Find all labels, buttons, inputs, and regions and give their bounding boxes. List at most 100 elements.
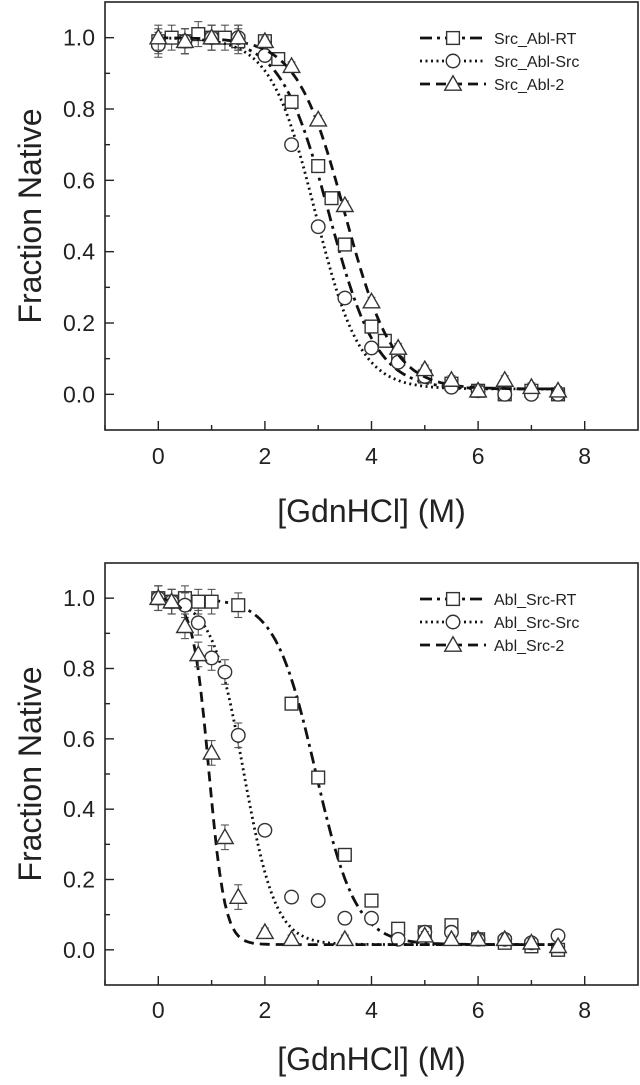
- data-point: [390, 931, 406, 947]
- legend-marker: [445, 53, 461, 69]
- data-point: [362, 291, 381, 309]
- data-point: [441, 370, 461, 387]
- data-point: [202, 28, 222, 45]
- x-tick-label: 8: [578, 997, 591, 1023]
- data-point: [311, 770, 326, 785]
- fit-line: [158, 36, 558, 391]
- data-point: [364, 910, 379, 926]
- data-point: [284, 137, 299, 153]
- data-point: [337, 847, 352, 862]
- data-point: [230, 727, 246, 743]
- x-axis-title: [GdnHCl] (M): [277, 1041, 465, 1077]
- data-point: [468, 929, 488, 947]
- data-point: [495, 929, 515, 947]
- data-point: [148, 588, 168, 606]
- data-point: [204, 594, 219, 609]
- y-tick-label: 0.2: [63, 310, 95, 336]
- legend-label: Abl_Src-RT: [494, 592, 577, 609]
- data-point: [324, 191, 339, 206]
- data-point: [364, 893, 379, 908]
- y-tick-label: 1.0: [63, 585, 95, 611]
- data-point: [521, 933, 541, 950]
- data-point: [191, 594, 206, 609]
- data-point: [284, 696, 299, 711]
- fit-line: [158, 36, 558, 391]
- x-tick-label: 2: [259, 443, 272, 469]
- data-point: [308, 110, 328, 127]
- data-point: [202, 743, 222, 760]
- y-axis-title: Fraction Native: [12, 108, 48, 323]
- legend-label: Abl_Src-2: [494, 638, 564, 655]
- fit-line: [158, 597, 558, 946]
- legend: Src_Abl-RT Src_Abl-Src Src_Abl-2: [420, 30, 579, 94]
- data-point: [284, 889, 299, 905]
- data-point: [548, 936, 568, 954]
- legend-label: Abl_Src-Src: [494, 615, 579, 632]
- x-tick-label: 6: [472, 997, 485, 1023]
- data-point: [415, 359, 435, 377]
- legend-marker: [443, 635, 463, 652]
- y-tick-label: 0.8: [63, 96, 95, 122]
- x-tick-label: 4: [365, 443, 378, 469]
- data-point: [548, 381, 568, 398]
- legend-marker: [445, 591, 461, 607]
- y-tick-label: 0.2: [63, 867, 95, 893]
- data-point: [231, 598, 246, 613]
- legend-marker: [443, 74, 463, 91]
- data-point: [364, 340, 379, 356]
- data-point: [495, 370, 515, 387]
- data-point: [177, 597, 193, 613]
- data-point: [228, 28, 248, 45]
- data-point: [175, 31, 195, 49]
- y-tick-label: 0.8: [63, 656, 95, 682]
- legend-label: Src_Abl-2: [494, 77, 564, 94]
- data-point: [468, 381, 488, 398]
- data-point: [284, 94, 299, 109]
- data-point: [311, 158, 326, 174]
- data-point: [310, 893, 326, 909]
- data-point: [337, 910, 353, 926]
- data-point: [190, 615, 206, 631]
- bottom-chart-panel: 0 2 4 6 8 0.0 0.2 0.4 0.6 0.8 1.0 [GdnHCl] (M) Fract…: [12, 562, 639, 1077]
- legend-marker: [445, 30, 461, 46]
- y-tick-label: 0.0: [63, 381, 95, 407]
- data-point: [257, 822, 273, 838]
- data-point: [388, 338, 408, 355]
- y-tick-label: 0.0: [63, 937, 95, 963]
- data-point: [335, 195, 355, 213]
- data-point: [228, 887, 248, 904]
- data-point: [175, 616, 195, 634]
- series-Src_Abl-2: [148, 24, 568, 398]
- y-tick-label: 0.6: [63, 167, 95, 193]
- x-tick-label: 6: [472, 443, 485, 469]
- x-tick-label: 8: [578, 443, 591, 469]
- data-point: [255, 922, 275, 940]
- x-tick-label: 4: [365, 997, 378, 1023]
- data-point: [415, 926, 435, 943]
- y-axis-title: Fraction Native: [12, 666, 48, 881]
- data-point: [310, 219, 326, 235]
- x-tick-label: 2: [259, 997, 272, 1023]
- data-point: [162, 592, 182, 609]
- x-tick-label: 0: [152, 997, 165, 1023]
- data-point: [441, 929, 461, 947]
- data-point: [337, 237, 352, 252]
- y-tick-label: 0.4: [63, 239, 95, 265]
- data-point: [255, 31, 275, 49]
- data-point: [377, 333, 392, 348]
- data-point: [335, 929, 355, 947]
- legend: Abl_Src-RT Abl_Src-Src Abl_Src-2: [420, 591, 579, 655]
- data-point: [204, 650, 220, 666]
- y-tick-label: 0.6: [63, 726, 95, 752]
- legend-label: Src_Abl-RT: [494, 31, 577, 48]
- x-tick-label: 0: [152, 443, 165, 469]
- fit-line: [158, 36, 558, 391]
- top-chart-panel: 0 2 4 6 8 0.0 0.2 0.4 0.6 0.8 1.0 [GdnHCl] (M) Fract…: [12, 1, 639, 529]
- data-point: [148, 28, 168, 45]
- data-point: [282, 56, 302, 74]
- data-point: [521, 377, 541, 395]
- y-tick-label: 0.4: [63, 796, 95, 822]
- data-point: [282, 929, 302, 947]
- data-point: [215, 827, 235, 845]
